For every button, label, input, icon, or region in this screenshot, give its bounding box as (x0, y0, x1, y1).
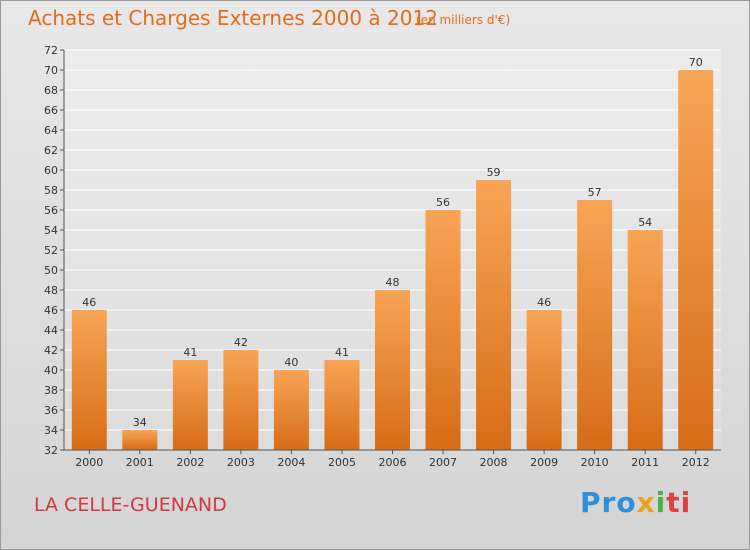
bar-value-label: 57 (588, 186, 602, 199)
bar (122, 430, 158, 450)
x-tick-label: 2004 (277, 456, 305, 469)
logo-part: x (636, 486, 656, 519)
y-tick-label: 40 (44, 364, 58, 377)
y-tick-label: 70 (44, 64, 58, 77)
x-tick-label: 2002 (176, 456, 204, 469)
y-tick-label: 48 (44, 284, 58, 297)
y-tick-label: 64 (44, 124, 58, 137)
y-tick-label: 36 (44, 404, 58, 417)
bar-value-label: 40 (284, 356, 298, 369)
commune-name: LA CELLE-GUENAND (34, 494, 227, 516)
y-tick-label: 52 (44, 244, 58, 257)
y-tick-label: 56 (44, 204, 58, 217)
x-tick-label: 2011 (631, 456, 659, 469)
bar-value-label: 46 (82, 296, 96, 309)
bar-value-label: 34 (133, 416, 147, 429)
y-tick-label: 60 (44, 164, 58, 177)
x-tick-label: 2010 (581, 456, 609, 469)
x-tick-label: 2001 (126, 456, 154, 469)
y-tick-label: 58 (44, 184, 58, 197)
bar (678, 70, 714, 450)
y-tick-label: 54 (44, 224, 58, 237)
y-tick-label: 34 (44, 424, 58, 437)
bar-value-label: 54 (638, 216, 652, 229)
bar-value-label: 70 (689, 56, 703, 69)
logo-part: i (655, 486, 667, 519)
y-tick-label: 32 (44, 444, 58, 457)
y-tick-label: 38 (44, 384, 58, 397)
bar (273, 370, 309, 450)
bar (324, 360, 360, 450)
bar-value-label: 42 (234, 336, 248, 349)
x-tick-label: 2000 (75, 456, 103, 469)
bar-value-label: 41 (335, 346, 349, 359)
chart-title: Achats et Charges Externes 2000 à 2012 (28, 6, 438, 30)
bar-value-label: 46 (537, 296, 551, 309)
y-tick-label: 62 (44, 144, 58, 157)
logo-part: Pro (580, 486, 637, 519)
chart-unit-label: (en milliers d'€) (416, 13, 511, 27)
bar (627, 230, 663, 450)
bar (172, 360, 208, 450)
x-tick-label: 2005 (328, 456, 356, 469)
proxiti-logo[interactable]: Proxiti (580, 486, 691, 519)
bar-value-label: 56 (436, 196, 450, 209)
bar-value-label: 48 (386, 276, 400, 289)
x-tick-label: 2006 (379, 456, 407, 469)
x-tick-label: 2003 (227, 456, 255, 469)
bar (476, 180, 512, 450)
y-tick-label: 66 (44, 104, 58, 117)
bar (425, 210, 461, 450)
y-tick-label: 68 (44, 84, 58, 97)
x-tick-label: 2012 (682, 456, 710, 469)
bar-value-label: 59 (487, 166, 501, 179)
x-tick-label: 2008 (480, 456, 508, 469)
bar (577, 200, 613, 450)
bar (375, 290, 410, 450)
y-tick-label: 44 (44, 324, 58, 337)
y-tick-label: 46 (44, 304, 58, 317)
y-tick-label: 50 (44, 264, 58, 277)
bar (71, 310, 107, 450)
y-tick-label: 42 (44, 344, 58, 357)
bar (526, 310, 562, 450)
bar (223, 350, 259, 450)
bar-value-label: 41 (183, 346, 197, 359)
x-tick-label: 2007 (429, 456, 457, 469)
x-tick-label: 2009 (530, 456, 558, 469)
y-tick-label: 72 (44, 44, 58, 57)
logo-part: ti (666, 486, 692, 519)
